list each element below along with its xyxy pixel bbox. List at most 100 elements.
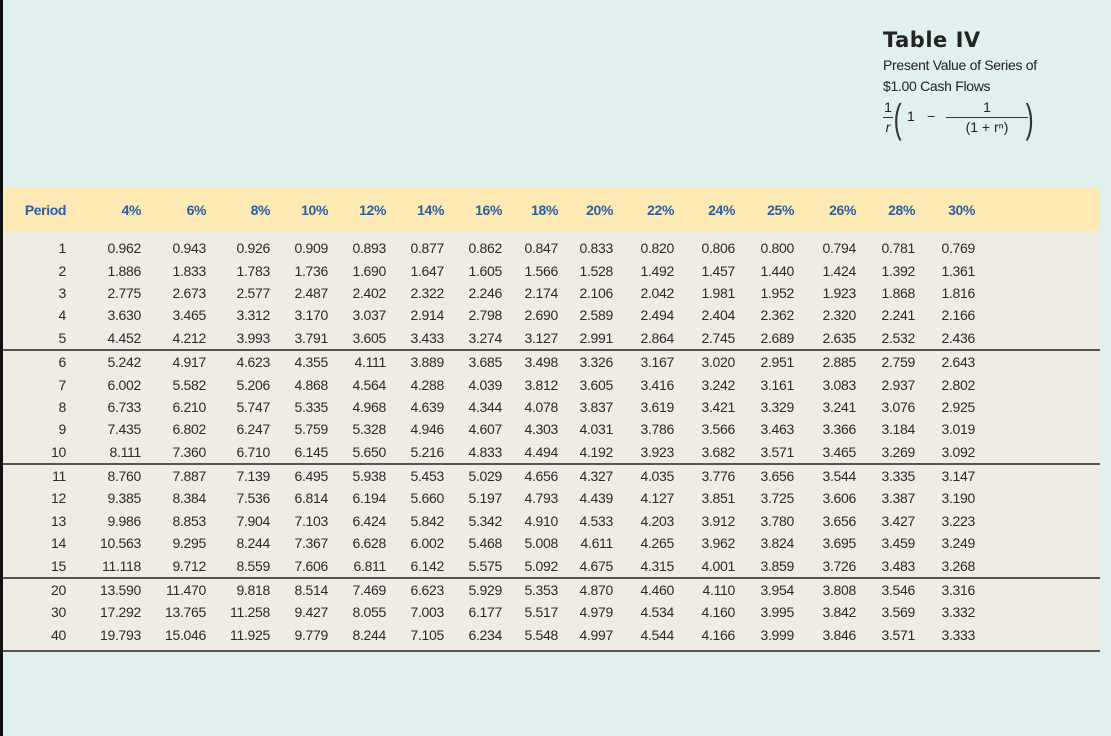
value-cell: 5.468 [468, 535, 502, 552]
value-cell: 3.682 [701, 443, 735, 460]
value-cell: 3.190 [941, 490, 975, 507]
value-cell: 2.241 [881, 307, 915, 324]
value-cell: 3.606 [822, 490, 856, 507]
value-cell: 1.690 [352, 262, 386, 279]
value-cell: 4.494 [524, 443, 558, 460]
value-cell: 6.145 [294, 443, 328, 460]
value-cell: 1.566 [524, 262, 558, 279]
value-cell: 6.628 [352, 535, 386, 552]
value-cell: 0.893 [352, 240, 386, 257]
value-cell: 1.952 [760, 284, 794, 301]
period-cell: 20 [51, 582, 66, 599]
left-edge-strip [0, 0, 3, 736]
value-cell: 2.402 [352, 284, 386, 301]
value-cell: 6.002 [410, 535, 444, 552]
value-cell: 3.954 [760, 582, 794, 599]
value-cell: 6.710 [236, 443, 270, 460]
value-cell: 3.020 [701, 354, 735, 371]
value-cell: 3.329 [760, 398, 794, 415]
table-row: 11 8.760 7.887 7.139 6.495 5.938 5.453 5.029 4.6… [3, 462, 1100, 487]
table-row: 8 6.733 6.210 5.747 5.335 4.968 4.639 4.344 4.07… [3, 396, 1100, 418]
present-value-table: Period 4% 6% 8% 10% 12% 14% 16% 18% 20% 22% 24% 25% 2… [3, 188, 1100, 653]
value-cell: 13.765 [164, 604, 206, 621]
value-cell: 4.127 [640, 490, 674, 507]
value-cell: 8.244 [352, 626, 386, 643]
value-cell: 4.946 [410, 421, 444, 438]
value-cell: 5.929 [468, 582, 502, 599]
table-row: 2 1.886 1.833 1.783 1.736 1.690 1.647 1.605 1.56… [3, 259, 1100, 281]
value-cell: 2.689 [760, 329, 794, 346]
value-cell: 1.647 [410, 262, 444, 279]
value-cell: 0.877 [410, 240, 444, 257]
value-cell: 3.092 [941, 443, 975, 460]
value-cell: 6.424 [352, 512, 386, 529]
value-cell: 2.362 [760, 307, 794, 324]
value-cell: 3.421 [701, 398, 735, 415]
value-cell: 0.926 [236, 240, 270, 257]
value-cell: 2.802 [941, 376, 975, 393]
value-cell: 3.780 [760, 512, 794, 529]
value-cell: 8.055 [352, 604, 386, 621]
value-cell: 5.092 [524, 557, 558, 574]
value-cell: 3.571 [760, 443, 794, 460]
table-subtitle-line1: Present Value of Series of [883, 57, 1037, 73]
value-cell: 4.212 [172, 329, 206, 346]
value-cell: 0.909 [294, 240, 328, 257]
value-cell: 3.019 [941, 421, 975, 438]
value-cell: 4.793 [524, 490, 558, 507]
value-cell: 2.991 [579, 329, 613, 346]
annuity-formula: 1 r ( 1 − 1 (1 + rⁿ) ) [883, 97, 1037, 149]
value-cell: 3.889 [410, 354, 444, 371]
value-cell: 9.295 [172, 535, 206, 552]
value-cell: 3.127 [524, 329, 558, 346]
value-cell: 1.868 [881, 284, 915, 301]
value-cell: 17.292 [99, 604, 141, 621]
value-cell: 5.575 [468, 557, 502, 574]
value-cell: 3.483 [881, 557, 915, 574]
value-cell: 4.968 [352, 398, 386, 415]
column-header-rate: 8% [250, 201, 271, 218]
table-row: 12 9.385 8.384 7.536 6.814 6.194 5.660 5.197 4.7… [3, 487, 1100, 509]
value-cell: 5.650 [352, 443, 386, 460]
value-cell: 3.083 [822, 376, 856, 393]
value-cell: 3.241 [822, 398, 856, 415]
value-cell: 8.111 [109, 443, 142, 460]
value-cell: 3.465 [822, 443, 856, 460]
value-cell: 2.042 [640, 284, 674, 301]
period-cell: 6 [58, 354, 67, 371]
value-cell: 8.559 [236, 557, 270, 574]
value-cell: 2.914 [410, 307, 444, 324]
value-cell: 2.436 [941, 329, 975, 346]
table-row: 10 8.111 7.360 6.710 6.145 5.650 5.216 4.833 4.4… [3, 441, 1100, 463]
table-row: 7 6.002 5.582 5.206 4.868 4.564 4.288 4.039 3.81… [3, 373, 1100, 395]
table-row: 13 9.986 8.853 7.904 7.103 6.424 5.842 5.342 4.9… [3, 510, 1100, 532]
period-cell: 10 [51, 443, 66, 460]
value-cell: 5.660 [410, 490, 444, 507]
value-cell: 1.886 [107, 262, 141, 279]
value-cell: 6.495 [294, 468, 328, 485]
value-cell: 3.999 [760, 626, 794, 643]
table-row: 20 13.590 11.470 9.818 8.514 7.469 6.623 5.929 5… [3, 576, 1100, 601]
value-cell: 3.851 [701, 490, 735, 507]
value-cell: 4.110 [702, 582, 736, 599]
period-cell: 5 [58, 329, 67, 346]
value-cell: 3.546 [881, 582, 915, 599]
value-cell: 7.469 [352, 582, 386, 599]
table-row: 3 2.775 2.673 2.577 2.487 2.402 2.322 2.246 2.17… [3, 282, 1100, 304]
formula-frac2-numerator: 1 [983, 99, 991, 115]
value-cell: 2.690 [524, 307, 558, 324]
value-cell: 7.367 [294, 535, 328, 552]
formula-frac1-denominator: r [885, 119, 891, 135]
formula-frac1-numerator: 1 [884, 99, 892, 115]
value-cell: 2.404 [701, 307, 735, 324]
value-cell: 2.577 [236, 284, 270, 301]
value-cell: 4.203 [640, 512, 674, 529]
value-cell: 4.035 [640, 468, 674, 485]
column-header-rate: 26% [829, 201, 856, 218]
period-cell: 1 [58, 240, 67, 257]
value-cell: 4.327 [579, 468, 613, 485]
value-cell: 4.656 [524, 468, 558, 485]
value-cell: 4.833 [468, 443, 502, 460]
value-cell: 6.811 [353, 557, 387, 574]
value-cell: 3.571 [881, 626, 915, 643]
